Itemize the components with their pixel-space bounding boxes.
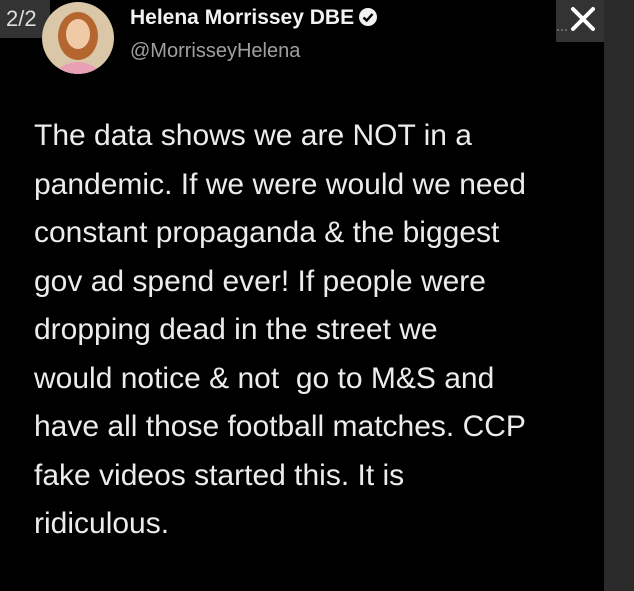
tweet-line: constant propaganda & the biggest xyxy=(34,216,500,249)
tweet-line: dropping dead in the street we xyxy=(34,313,438,346)
tweet-line: fake videos started this. It is xyxy=(34,458,405,492)
tweet-line: The data shows we are NOT in a xyxy=(34,119,472,152)
tweet-line: would notice & not go to M&S and xyxy=(34,361,495,395)
avatar[interactable] xyxy=(42,2,114,74)
author-name-row[interactable]: Helena Morrissey DBE xyxy=(130,6,378,30)
tweet-line: gov ad spend ever! If people were xyxy=(34,264,486,298)
more-dots xyxy=(557,29,567,31)
page-counter: 2/2 xyxy=(0,0,50,38)
tweet-line: have all those football matches. CCP xyxy=(34,410,526,443)
side-strip xyxy=(604,0,634,591)
author-name[interactable]: Helena Morrissey DBE xyxy=(130,6,355,29)
tweet-text: The data shows we are NOT in a pandemic. … xyxy=(34,112,526,549)
tweet-line: ridiculous. xyxy=(34,507,170,540)
tweet-line: pandemic. If we were would we need xyxy=(34,167,526,201)
close-button[interactable] xyxy=(556,0,604,42)
verified-badge xyxy=(359,8,378,26)
author-handle[interactable]: @MorrisseyHelena xyxy=(130,40,301,62)
